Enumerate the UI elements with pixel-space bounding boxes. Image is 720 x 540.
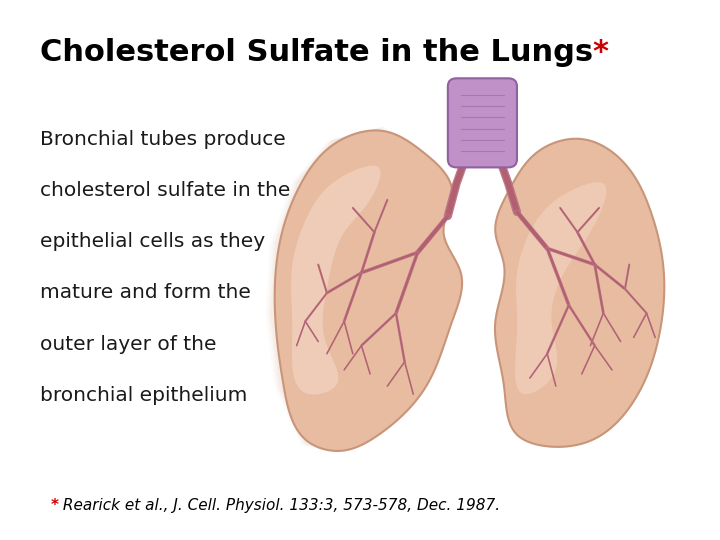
Text: outer layer of the: outer layer of the bbox=[40, 335, 216, 354]
Text: Rearick et al., J. Cell. Physiol. 133:3, 573-578, Dec. 1987.: Rearick et al., J. Cell. Physiol. 133:3,… bbox=[58, 498, 500, 513]
Text: mature and form the: mature and form the bbox=[40, 284, 251, 302]
Text: epithelial cells as they: epithelial cells as they bbox=[40, 232, 265, 251]
Polygon shape bbox=[515, 182, 606, 394]
Text: *: * bbox=[50, 498, 58, 513]
FancyBboxPatch shape bbox=[448, 78, 517, 167]
Text: Cholesterol Sulfate in the Lungs: Cholesterol Sulfate in the Lungs bbox=[40, 38, 593, 67]
Text: Bronchial tubes produce: Bronchial tubes produce bbox=[40, 130, 285, 148]
Text: bronchial epithelium: bronchial epithelium bbox=[40, 386, 247, 405]
Polygon shape bbox=[291, 166, 381, 395]
Text: *: * bbox=[593, 38, 608, 67]
Polygon shape bbox=[495, 139, 665, 447]
Polygon shape bbox=[275, 131, 462, 451]
Text: cholesterol sulfate in the: cholesterol sulfate in the bbox=[40, 181, 290, 200]
